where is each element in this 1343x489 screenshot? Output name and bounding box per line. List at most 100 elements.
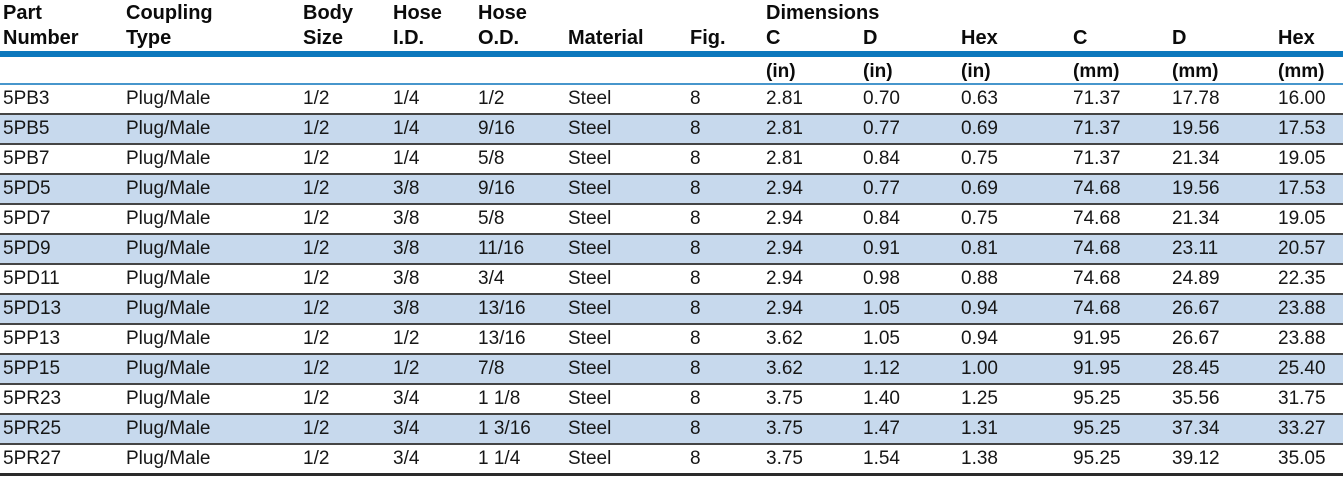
table-cell: 8 — [687, 143, 763, 174]
table-cell: 19.05 — [1275, 143, 1343, 174]
table-cell: 0.69 — [958, 113, 1070, 144]
column-header-part-number: Part Number — [0, 0, 123, 57]
table-cell: 1 3/16 — [475, 413, 565, 444]
table-cell: 8 — [687, 293, 763, 324]
table-cell: 5/8 — [475, 203, 565, 234]
table-cell: 1/2 — [300, 203, 390, 234]
table-cell: 1/2 — [300, 263, 390, 294]
table-cell: 0.69 — [958, 173, 1070, 204]
table-cell: Plug/Male — [123, 383, 300, 414]
table-cell: 3.62 — [763, 323, 860, 354]
table-cell: 95.25 — [1070, 383, 1169, 414]
part-number-cell: 5PR25 — [0, 413, 123, 444]
table-cell: 95.25 — [1070, 413, 1169, 444]
table-cell: 3/4 — [475, 263, 565, 294]
column-header-line: Body — [303, 2, 353, 24]
table-row: 5PD11 Plug/Male 1/2 3/8 3/4 Steel 8 2.94 0.98 0.8… — [0, 263, 1343, 294]
column-header-line: Hose — [478, 2, 527, 24]
table-cell: 3/8 — [390, 233, 475, 264]
column-header-line: Number — [3, 27, 79, 49]
table-cell: 1/2 — [300, 443, 390, 476]
part-number-cell: 5PB5 — [0, 113, 123, 144]
unit-cell: (mm) — [1275, 54, 1343, 85]
column-header-body-size: Body Size — [300, 0, 390, 57]
table-cell: Steel — [565, 353, 687, 384]
table-cell: 7/8 — [475, 353, 565, 384]
table-cell: 1/2 — [300, 323, 390, 354]
unit-cell: (in) — [763, 54, 860, 85]
table-cell: 8 — [687, 383, 763, 414]
table-cell: 74.68 — [1070, 173, 1169, 204]
table-cell: 0.63 — [961, 88, 998, 109]
table-cell: 2.81 — [763, 143, 860, 174]
units-row: (in) (in) (in) (mm) (mm) (mm) — [0, 54, 1343, 85]
column-header-coupling-type: Coupling Type — [123, 0, 300, 57]
column-header-d-mm: D — [1169, 0, 1275, 57]
table-row: 5PR27 Plug/Male 1/2 3/4 1 1/4 Steel 8 3.75 1.54 1… — [0, 443, 1343, 476]
table-cell: 3/8 — [390, 293, 475, 324]
table-cell: 8 — [687, 263, 763, 294]
table-cell: Plug/Male — [123, 263, 300, 294]
unit-cell: (mm) — [1169, 54, 1275, 85]
table-cell: 9/16 — [475, 113, 565, 144]
table-cell: Steel — [565, 323, 687, 354]
table-cell: 35.05 — [1275, 443, 1343, 476]
table-cell: Plug/Male — [123, 143, 300, 174]
table-cell: 3.62 — [763, 353, 860, 384]
table-cell: 2.94 — [763, 293, 860, 324]
column-header-line: Hose — [393, 2, 442, 24]
table-cell: 8 — [687, 203, 763, 234]
column-header-line: Coupling — [126, 2, 213, 24]
part-number-cell: 5PB3 — [3, 88, 50, 109]
table-cell: 2.94 — [763, 233, 860, 264]
table-row: 5PB5 Plug/Male 1/2 1/4 9/16 Steel 8 2.81 0.77 0.6… — [0, 113, 1343, 144]
table-cell: 1.47 — [860, 413, 958, 444]
table-cell: 0.70 — [863, 88, 900, 109]
table-cell: 91.95 — [1070, 353, 1169, 384]
table-cell: 1.12 — [860, 353, 958, 384]
table-cell: 19.56 — [1169, 113, 1275, 144]
table-cell: 1/2 — [300, 173, 390, 204]
table-cell: 26.67 — [1169, 323, 1275, 354]
table-cell: 3.75 — [763, 443, 860, 476]
table-cell: 8 — [687, 173, 763, 204]
table-cell: 11/16 — [475, 233, 565, 264]
table-cell: Plug/Male — [126, 88, 211, 109]
column-header-d-in: D — [860, 0, 958, 57]
table-cell: 71.37 — [1073, 88, 1121, 109]
table-cell: 1.31 — [958, 413, 1070, 444]
table-cell: 23.11 — [1169, 233, 1275, 264]
table-row: 5PR25 Plug/Male 1/2 3/4 1 3/16 Steel 8 3.75 1.47… — [0, 413, 1343, 444]
table-cell: 39.12 — [1169, 443, 1275, 476]
table-cell: 17.53 — [1275, 173, 1343, 204]
table-cell: 37.34 — [1169, 413, 1275, 444]
table-cell: 2.94 — [763, 173, 860, 204]
table-cell: 17.53 — [1275, 113, 1343, 144]
table-cell: Plug/Male — [123, 233, 300, 264]
table-cell: 1.40 — [860, 383, 958, 414]
table-cell: 22.35 — [1275, 263, 1343, 294]
table-cell: 3/8 — [390, 263, 475, 294]
table-cell: 1 1/4 — [475, 443, 565, 476]
table-cell: 1/2 — [300, 113, 390, 144]
table-cell: 1/2 — [390, 323, 475, 354]
table-cell: 23.88 — [1275, 323, 1343, 354]
table-row: 5PB7 Plug/Male 1/2 1/4 5/8 Steel 8 2.81 0.84 0.75… — [0, 143, 1343, 174]
table-cell: 2.81 — [763, 113, 860, 144]
table-cell: 26.67 — [1169, 293, 1275, 324]
column-header-hose-od: Hose O.D. — [475, 0, 565, 57]
table-cell: Steel — [565, 173, 687, 204]
unit-cell — [565, 54, 687, 85]
table-cell: 0.94 — [958, 293, 1070, 324]
table-cell: 1/2 — [300, 233, 390, 264]
table-cell: 3/4 — [390, 383, 475, 414]
unit-cell: (mm) — [1070, 54, 1169, 85]
table-cell: 19.05 — [1275, 203, 1343, 234]
part-number-cell: 5PR27 — [0, 443, 123, 476]
column-header-c-mm: C — [1070, 0, 1169, 57]
table-cell: 2.94 — [763, 203, 860, 234]
table-cell: Plug/Male — [123, 173, 300, 204]
table-cell: Plug/Male — [123, 353, 300, 384]
table-cell: 1.05 — [860, 323, 958, 354]
table-cell: 21.34 — [1169, 143, 1275, 174]
